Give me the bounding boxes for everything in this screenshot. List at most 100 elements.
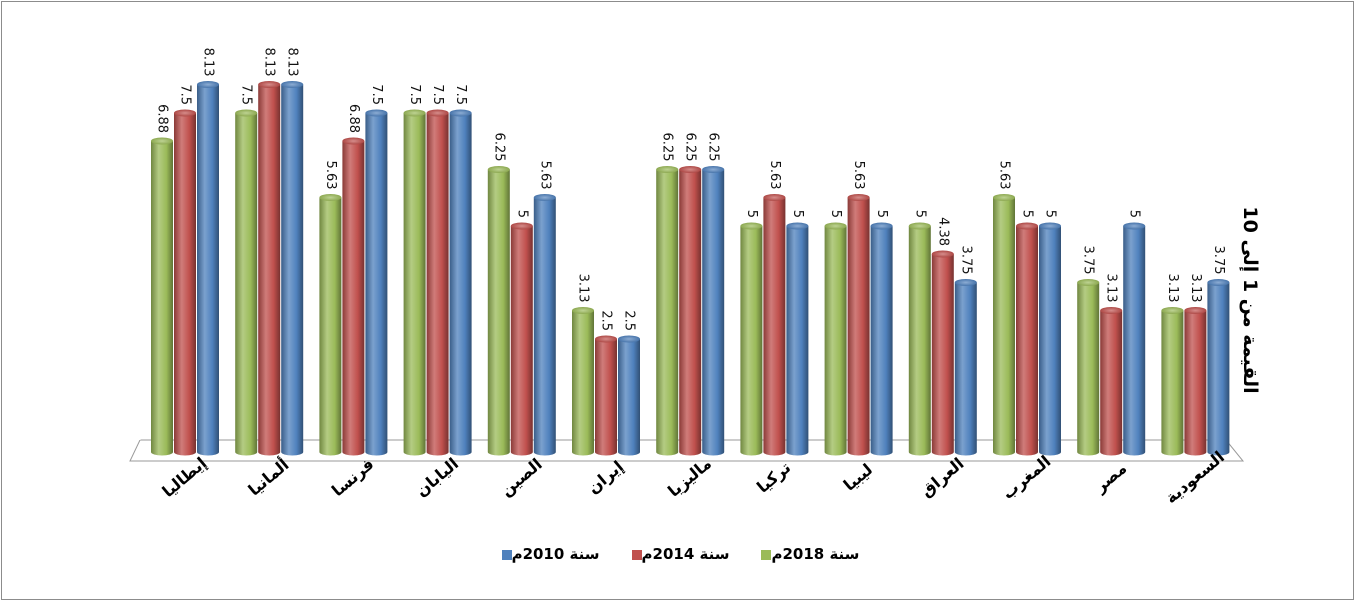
data-label: 8.13 — [201, 48, 216, 77]
bar-top — [656, 166, 679, 173]
bar — [572, 310, 594, 456]
bar — [954, 282, 977, 456]
bar — [656, 169, 679, 456]
bar-top — [1039, 222, 1061, 230]
bar — [1016, 226, 1038, 456]
data-label: 5 — [1020, 210, 1035, 218]
data-label: 7.5 — [369, 84, 384, 105]
bar — [1077, 282, 1100, 456]
bar — [763, 197, 786, 456]
data-label: 6.25 — [706, 133, 721, 162]
data-label: 6.25 — [660, 133, 675, 162]
data-label: 2.5 — [599, 310, 614, 331]
data-label: 3.75 — [1211, 246, 1226, 275]
bar-top — [258, 81, 281, 89]
bar — [740, 226, 763, 456]
bar — [449, 113, 472, 456]
bar-top — [595, 335, 617, 343]
data-label: 5.63 — [323, 161, 338, 190]
bar-top — [572, 307, 594, 315]
bar — [824, 226, 847, 456]
bar — [151, 141, 173, 456]
bar-top — [702, 166, 725, 173]
bar-top — [342, 137, 365, 145]
bar — [702, 169, 725, 456]
data-label: 6.88 — [155, 104, 170, 133]
bar — [931, 254, 954, 456]
data-label: 5 — [790, 210, 805, 218]
bar — [1184, 310, 1207, 456]
bar — [679, 169, 702, 456]
data-label: 3.75 — [958, 246, 973, 275]
bar-top — [319, 194, 342, 202]
data-label: 6.88 — [346, 104, 361, 133]
data-label: 5 — [912, 210, 927, 218]
data-label: 7.5 — [239, 84, 254, 105]
bar — [235, 113, 258, 456]
bar — [993, 197, 1015, 456]
bar — [870, 226, 893, 456]
bar-top — [281, 81, 304, 89]
bar-top — [449, 109, 472, 117]
legend-item: سنة 2010م — [498, 545, 600, 563]
bar-top — [618, 335, 640, 343]
data-label: 4.38 — [935, 217, 950, 246]
bar — [403, 113, 426, 456]
data-label: 7.5 — [453, 84, 468, 105]
legend-label: سنة 2014م — [641, 545, 730, 563]
data-label: 3.13 — [1104, 274, 1119, 303]
bar-top — [1016, 222, 1038, 230]
bar — [258, 84, 281, 456]
bar-top — [533, 194, 556, 202]
category-label: إيران — [584, 457, 627, 498]
data-label: 6.25 — [683, 133, 698, 162]
data-label: 3.13 — [576, 274, 591, 303]
bar-top — [931, 250, 954, 258]
bar-top — [870, 222, 893, 230]
bar — [319, 197, 342, 456]
bar — [908, 226, 931, 456]
data-label: 6.25 — [491, 133, 506, 162]
data-label: 5 — [744, 210, 759, 218]
bar — [1100, 310, 1123, 456]
bar-top — [487, 166, 510, 173]
data-label: 5.63 — [537, 161, 552, 190]
bar-top — [510, 222, 533, 230]
bar-top — [426, 109, 449, 117]
data-label: 5 — [874, 210, 889, 218]
legend-swatch — [501, 549, 512, 560]
bar — [1039, 226, 1061, 456]
bar — [426, 113, 449, 456]
data-label: 5 — [1043, 210, 1058, 218]
category-label: تركيا — [753, 458, 794, 497]
bar — [281, 84, 304, 456]
data-label: 3.13 — [1165, 274, 1180, 303]
bar — [342, 141, 365, 456]
bar-top — [786, 222, 809, 230]
legend-item: سنة 2014م — [628, 545, 730, 563]
bar — [510, 226, 533, 456]
bar-top — [1184, 307, 1207, 315]
data-label: 5.63 — [767, 161, 782, 190]
bar-top — [174, 109, 196, 117]
legend-swatch — [761, 549, 772, 560]
data-label: 3.13 — [1188, 274, 1203, 303]
bar-top — [403, 109, 426, 117]
data-label: 7.5 — [430, 84, 445, 105]
bar-top — [1077, 279, 1100, 286]
bar-top — [679, 166, 702, 173]
data-label: 5.63 — [997, 161, 1012, 190]
bar-top — [908, 222, 931, 230]
bar — [595, 339, 617, 456]
legend-label: سنة 2010م — [511, 545, 600, 563]
legend-item: سنة 2018م — [757, 545, 859, 563]
bar-top — [1161, 307, 1184, 315]
legend-label: سنة 2018م — [771, 545, 860, 563]
data-label: 7.5 — [178, 84, 193, 105]
data-label: 5 — [514, 210, 529, 218]
bar-top — [847, 194, 870, 202]
data-label: 2.5 — [622, 310, 637, 331]
bar — [1161, 310, 1184, 456]
